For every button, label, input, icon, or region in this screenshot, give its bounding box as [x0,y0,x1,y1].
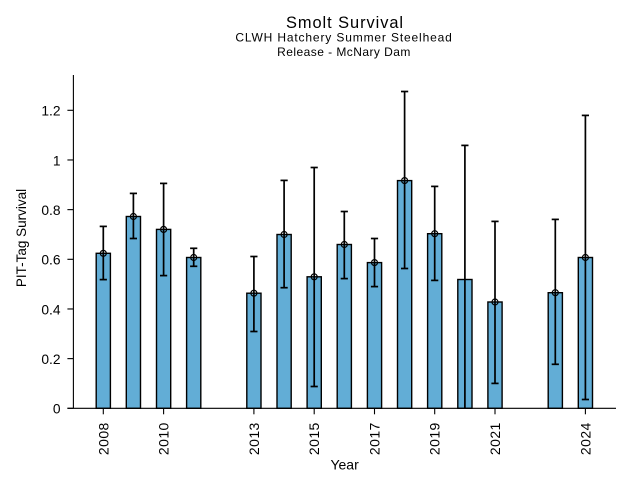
svg-text:2013: 2013 [246,422,262,455]
svg-text:Year: Year [330,456,359,472]
svg-text:1.2: 1.2 [41,104,60,119]
svg-text:0.4: 0.4 [41,302,61,317]
svg-text:Smolt Survival: Smolt Survival [286,14,404,32]
svg-text:0.2: 0.2 [41,352,60,367]
svg-text:2024: 2024 [577,422,593,455]
svg-text:2008: 2008 [95,422,111,455]
svg-text:2017: 2017 [367,422,383,455]
svg-text:CLWH Hatchery Summer Steelhead: CLWH Hatchery Summer Steelhead [235,30,452,44]
svg-text:2021: 2021 [487,422,503,455]
svg-text:PIT-Tag Survival: PIT-Tag Survival [14,189,29,287]
svg-text:0.8: 0.8 [41,203,61,218]
svg-text:Release - McNary Dam: Release - McNary Dam [277,45,411,59]
svg-text:2019: 2019 [427,422,443,455]
svg-text:2010: 2010 [156,422,172,455]
svg-text:1: 1 [53,153,61,168]
svg-text:2015: 2015 [306,422,322,455]
svg-text:0.6: 0.6 [41,253,61,268]
svg-text:0: 0 [53,402,61,417]
